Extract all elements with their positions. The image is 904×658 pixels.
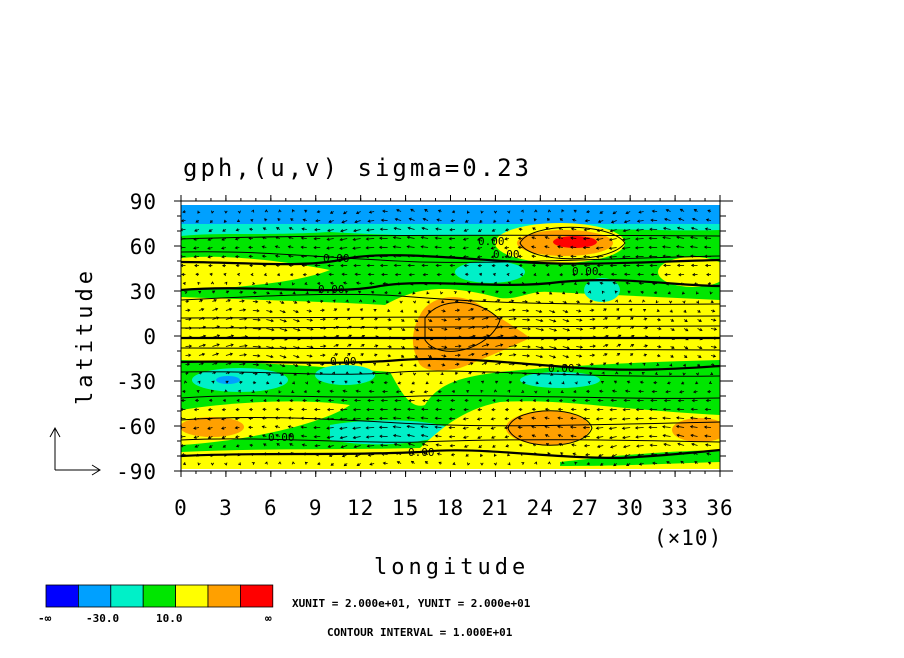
north-cyan-cell-2 xyxy=(584,278,620,302)
x-tick-label: 33 xyxy=(661,496,688,520)
y-tick-label: -30 xyxy=(116,370,157,394)
x-tick-label: 12 xyxy=(347,496,374,520)
legend-swatch xyxy=(143,585,175,607)
x-tick-label: 24 xyxy=(527,496,554,520)
y-tick-label: 0 xyxy=(143,325,157,349)
contour-label: 0.00 xyxy=(478,235,505,248)
x-tick-label: 6 xyxy=(264,496,278,520)
x-multiplier: (×10) xyxy=(654,526,722,550)
contour-label: 0.00 xyxy=(408,446,435,459)
x-tick-label: 9 xyxy=(309,496,323,520)
legend-swatch xyxy=(111,585,143,607)
x-tick-label: 15 xyxy=(392,496,419,520)
legend-label-10: 10.0 xyxy=(156,612,183,625)
south-blue-spot xyxy=(216,376,240,384)
x-tick-label: 36 xyxy=(706,496,733,520)
legend-label-min: -∞ xyxy=(38,612,52,625)
x-tick-label: 21 xyxy=(482,496,509,520)
contour-label: 0.00 xyxy=(548,362,575,375)
contour-label: 0.00 xyxy=(493,248,520,261)
y-tick-label: -90 xyxy=(116,460,157,484)
legend-label-max: ∞ xyxy=(265,612,272,625)
legend-swatch xyxy=(78,585,110,607)
contour-label: 0.00 xyxy=(268,431,295,444)
southwest-high xyxy=(180,417,244,437)
contour-label: 0.00 xyxy=(330,355,357,368)
y-tick-label: 30 xyxy=(130,280,157,304)
color-legend xyxy=(46,585,273,607)
y-tick-label: 90 xyxy=(130,190,157,214)
y-tick-label: -60 xyxy=(116,415,157,439)
x-tick-label: 0 xyxy=(174,496,188,520)
legend-label-neg30: -30.0 xyxy=(86,612,119,625)
north-cyan-cell-1 xyxy=(455,261,525,283)
legend-swatch xyxy=(240,585,272,607)
y-axis-label: latitude xyxy=(73,267,98,405)
x-tick-label: 3 xyxy=(219,496,233,520)
legend-swatch xyxy=(208,585,240,607)
contour-label: 0.00 xyxy=(323,252,350,265)
contour-label: 0.00 xyxy=(572,265,599,278)
contour-label: 0.00 xyxy=(318,283,345,296)
unit-vector-arrows xyxy=(50,428,100,475)
y-tick-label: 60 xyxy=(130,235,157,259)
legend-swatch xyxy=(46,585,78,607)
legend-swatch xyxy=(176,585,208,607)
unit-info: XUNIT = 2.000e+01, YUNIT = 2.000e+01 xyxy=(292,597,531,610)
chart-title: gph,(u,v) sigma=0.23 xyxy=(183,154,532,182)
x-tick-label: 30 xyxy=(617,496,644,520)
contour-interval-info: CONTOUR INTERVAL = 1.000E+01 xyxy=(327,626,513,639)
x-axis-label: longitude xyxy=(374,555,529,580)
x-tick-label: 27 xyxy=(572,496,599,520)
x-tick-label: 18 xyxy=(437,496,464,520)
